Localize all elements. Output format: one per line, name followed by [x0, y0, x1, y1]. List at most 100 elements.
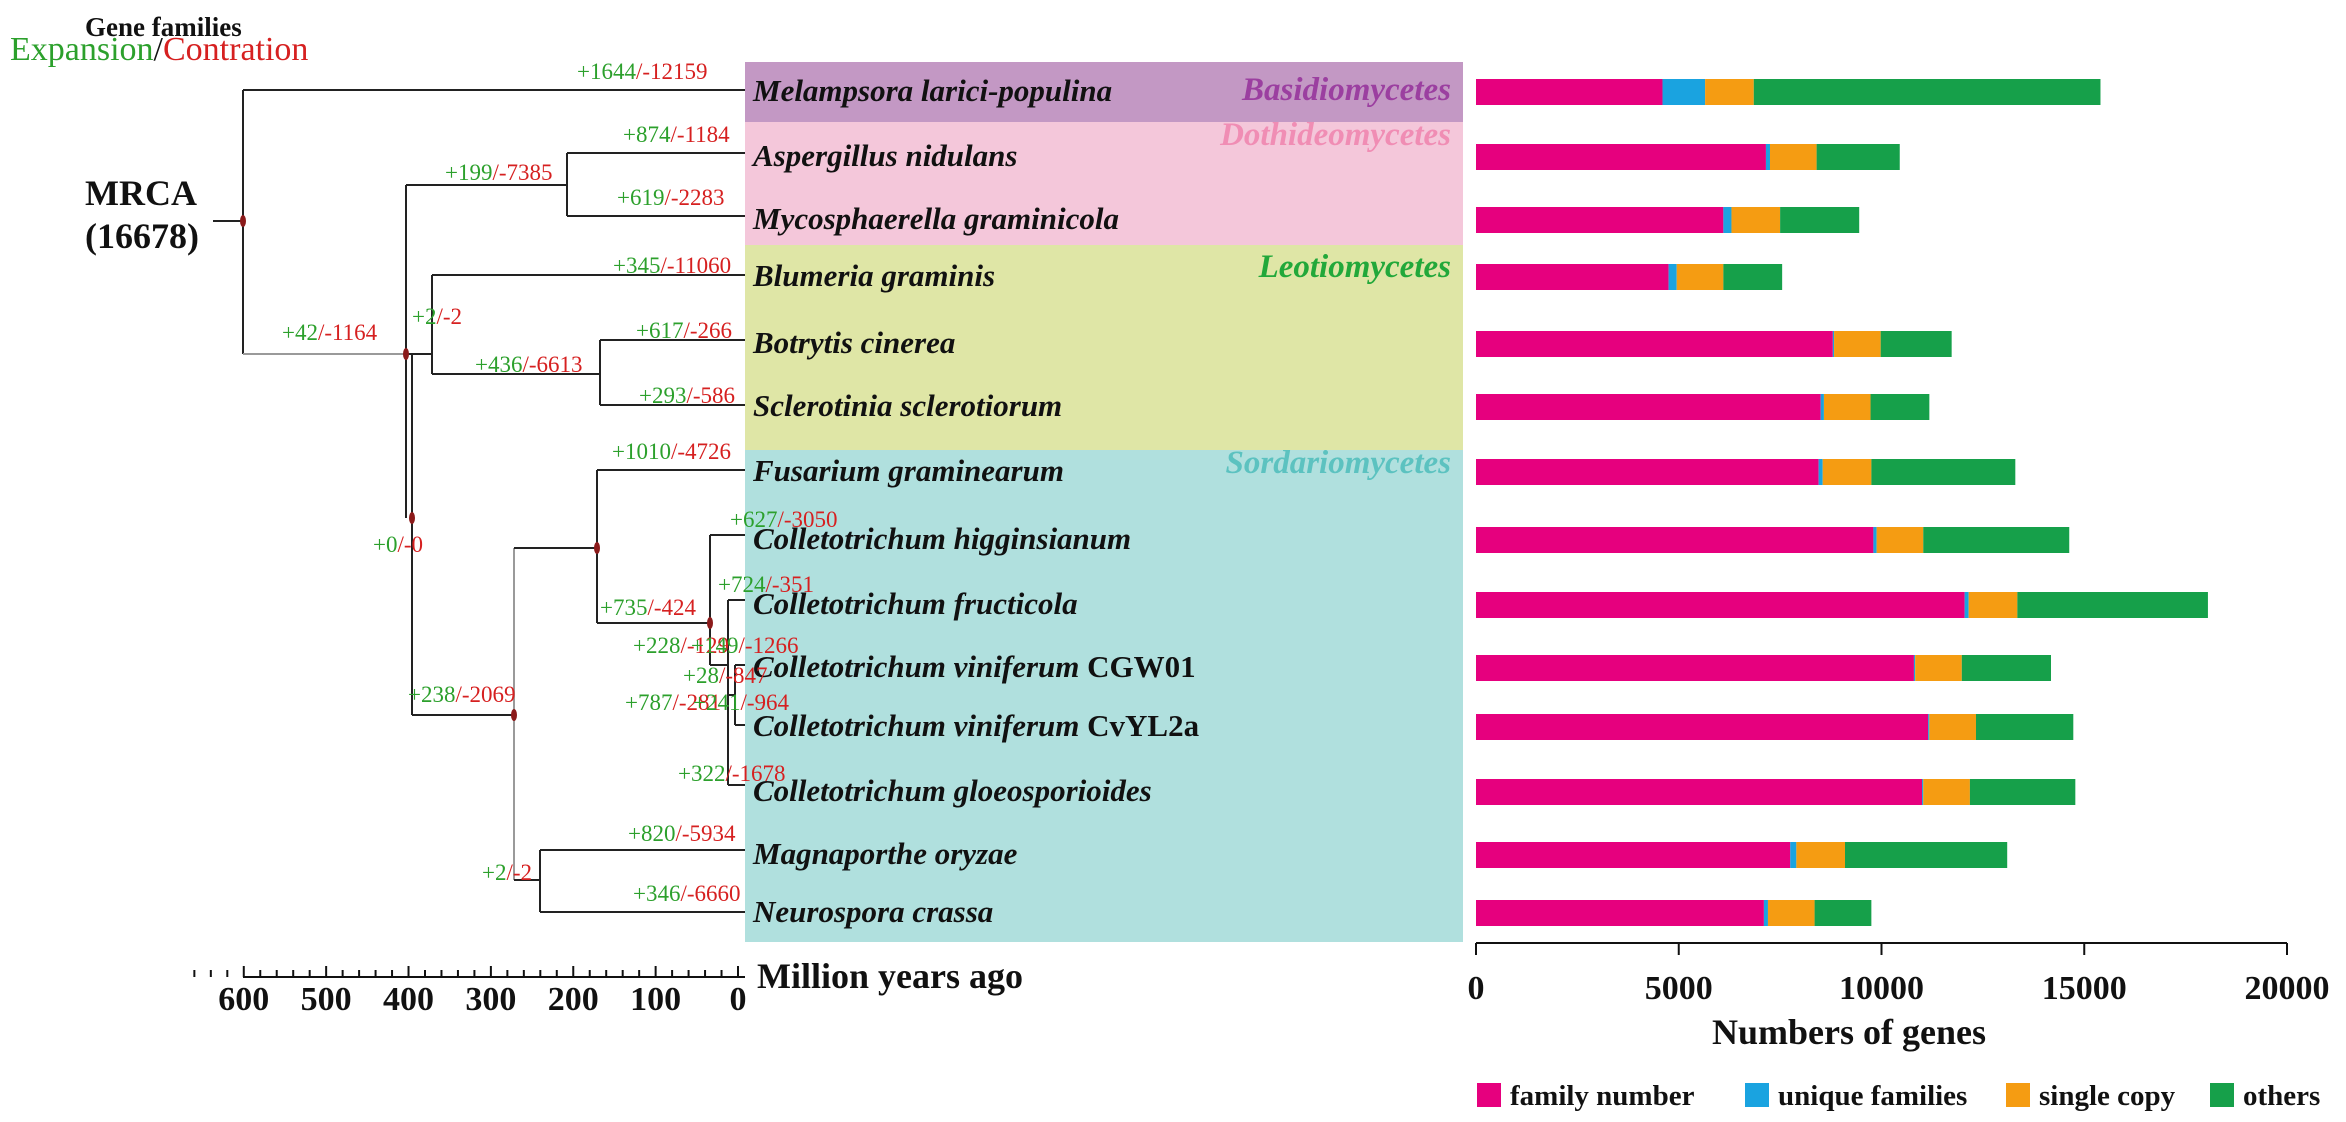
bar-single-copy — [1767, 900, 1815, 926]
contraction-value: /-12159 — [636, 59, 708, 84]
tree-node — [240, 215, 246, 227]
clade-backgrounds — [745, 62, 1463, 942]
time-axis-ticks: 600 500 400 300 200 100 0 — [193, 966, 747, 1018]
bar-family-number — [1476, 900, 1764, 926]
contraction-value: /-847 — [719, 663, 768, 688]
expansion-contraction-value: +820/-5934 — [628, 821, 736, 846]
expansion-value: +436 — [475, 352, 522, 377]
expansion-value: +1644 — [577, 59, 636, 84]
species-name-part: CvYL2a — [1079, 708, 1199, 743]
contraction-value: /-7385 — [492, 160, 552, 185]
contraction-value: /-964 — [740, 690, 789, 715]
bar-family-number — [1476, 592, 1965, 618]
bar-others — [1880, 331, 1952, 357]
expansion-value: +345 — [613, 253, 660, 278]
x-tick-label: 5000 — [1645, 970, 1713, 1007]
species-labels: Melampsora larici-populina Aspergillus ni… — [751, 73, 1200, 929]
tree-nodes — [240, 215, 713, 721]
expansion-value: +787 — [625, 690, 672, 715]
bar-single-copy — [1823, 394, 1871, 420]
bar-family-number — [1476, 459, 1819, 485]
bar-single-copy — [1731, 207, 1781, 233]
bar-family-number — [1476, 79, 1663, 105]
mrca-count: (16678) — [85, 216, 199, 256]
bar-family-number — [1476, 264, 1669, 290]
species-label: Colletotrichum viniferum CGW01 — [753, 649, 1196, 684]
species-name-part: Mycosphaerella graminicola — [752, 201, 1119, 236]
contraction-value: /-424 — [647, 595, 696, 620]
contraction-value: /-586 — [686, 383, 735, 408]
legend-label: family number — [1510, 1080, 1695, 1112]
species-name-part: Sclerotinia sclerotiorum — [753, 388, 1062, 423]
bar-unique-families — [1913, 655, 1916, 681]
species-name-part: Blumeria graminis — [752, 258, 995, 293]
expansion-label: Expansion — [10, 31, 154, 68]
bar-unique-families — [1662, 79, 1706, 105]
bar-series — [1476, 79, 2208, 926]
x-tick-label: 20000 — [2245, 970, 2330, 1007]
bar-others — [1975, 714, 2074, 740]
expansion-contraction-value: +735/-424 — [600, 595, 697, 620]
tree-node — [403, 348, 409, 360]
expansion-value: +149 — [691, 633, 738, 658]
legend-swatch — [1745, 1083, 1769, 1107]
expansion-value: +322 — [678, 761, 725, 786]
expansion-value: +28 — [683, 663, 719, 688]
species-name-part: CGW01 — [1079, 649, 1195, 684]
bar-family-number — [1476, 655, 1914, 681]
bar-family-number — [1476, 842, 1791, 868]
expansion-value: +724 — [718, 572, 766, 597]
species-name-part: Colletotrichum viniferum — [753, 708, 1079, 743]
dothideomycetes-band — [745, 122, 1463, 245]
expansion-contraction-value: +2/-2 — [482, 860, 532, 885]
contraction-value: /-6613 — [522, 352, 582, 377]
clade-label-dothideomycetes: Dothideomycetes — [1219, 117, 1451, 153]
bar-others — [1969, 779, 2076, 805]
expansion-contraction-value: +322/-1678 — [678, 761, 786, 786]
legend-label: single copy — [2039, 1080, 2176, 1112]
species-name-part: Colletotrichum gloeosporioides — [753, 773, 1152, 808]
bar-unique-families — [1790, 842, 1797, 868]
bar-unique-families — [1922, 779, 1924, 805]
contraction-value: /-6660 — [680, 881, 740, 906]
contraction-value: /-4726 — [671, 439, 731, 464]
species-name-part: Colletotrichum higginsianum — [753, 521, 1131, 556]
expansion-value: +0 — [373, 532, 397, 557]
species-label: Blumeria graminis — [752, 258, 995, 293]
time-tick-label: 500 — [301, 981, 352, 1018]
bar-others — [1871, 459, 2016, 485]
x-tick-label: 0 — [1468, 970, 1485, 1007]
time-axis-title: Million years ago — [757, 956, 1023, 996]
expansion-contraction-value: +228/-129 — [633, 633, 729, 658]
legend-label: unique families — [1778, 1080, 1967, 1112]
expansion-contraction-value: +627/-3050 — [730, 507, 838, 532]
bar-unique-families — [1723, 207, 1732, 233]
expansion-contraction-value: +787/-281 — [625, 690, 721, 715]
clade-labels: Basidiomycetes Dothideomycetes Leotiomyc… — [1219, 72, 1451, 481]
leotiomycetes-band — [745, 245, 1463, 450]
expansion-contraction-value: +0/-0 — [373, 532, 423, 557]
legend-label: others — [2243, 1080, 2320, 1112]
species-label: Neurospora crassa — [752, 894, 993, 929]
expansion-value: +820 — [628, 821, 675, 846]
species-label: Colletotrichum fructicola — [753, 586, 1078, 621]
species-label: Aspergillus nidulans — [751, 138, 1017, 173]
expansion-contraction-value: +1644/-12159 — [577, 59, 708, 84]
expansion-value: +2 — [412, 304, 436, 329]
time-tick-label: 0 — [730, 981, 747, 1018]
contraction-value: /-351 — [765, 572, 814, 597]
sordariomycetes-band — [745, 450, 1463, 942]
expansion-contraction-value: +617/-266 — [636, 318, 732, 343]
species-label: Mycosphaerella graminicola — [752, 201, 1119, 236]
expansion-value: +2 — [482, 860, 506, 885]
bar-unique-families — [1832, 331, 1835, 357]
expansion-value: +42 — [282, 320, 318, 345]
bar-single-copy — [1929, 714, 1976, 740]
legend-swatch — [1477, 1083, 1501, 1107]
bar-unique-families — [1928, 714, 1930, 740]
contraction-value: /-266 — [683, 318, 732, 343]
bar-family-number — [1476, 331, 1833, 357]
time-tick-label: 300 — [465, 981, 516, 1018]
contraction-value: /-2 — [436, 304, 462, 329]
expansion-contraction-value: +1010/-4726 — [612, 439, 731, 464]
